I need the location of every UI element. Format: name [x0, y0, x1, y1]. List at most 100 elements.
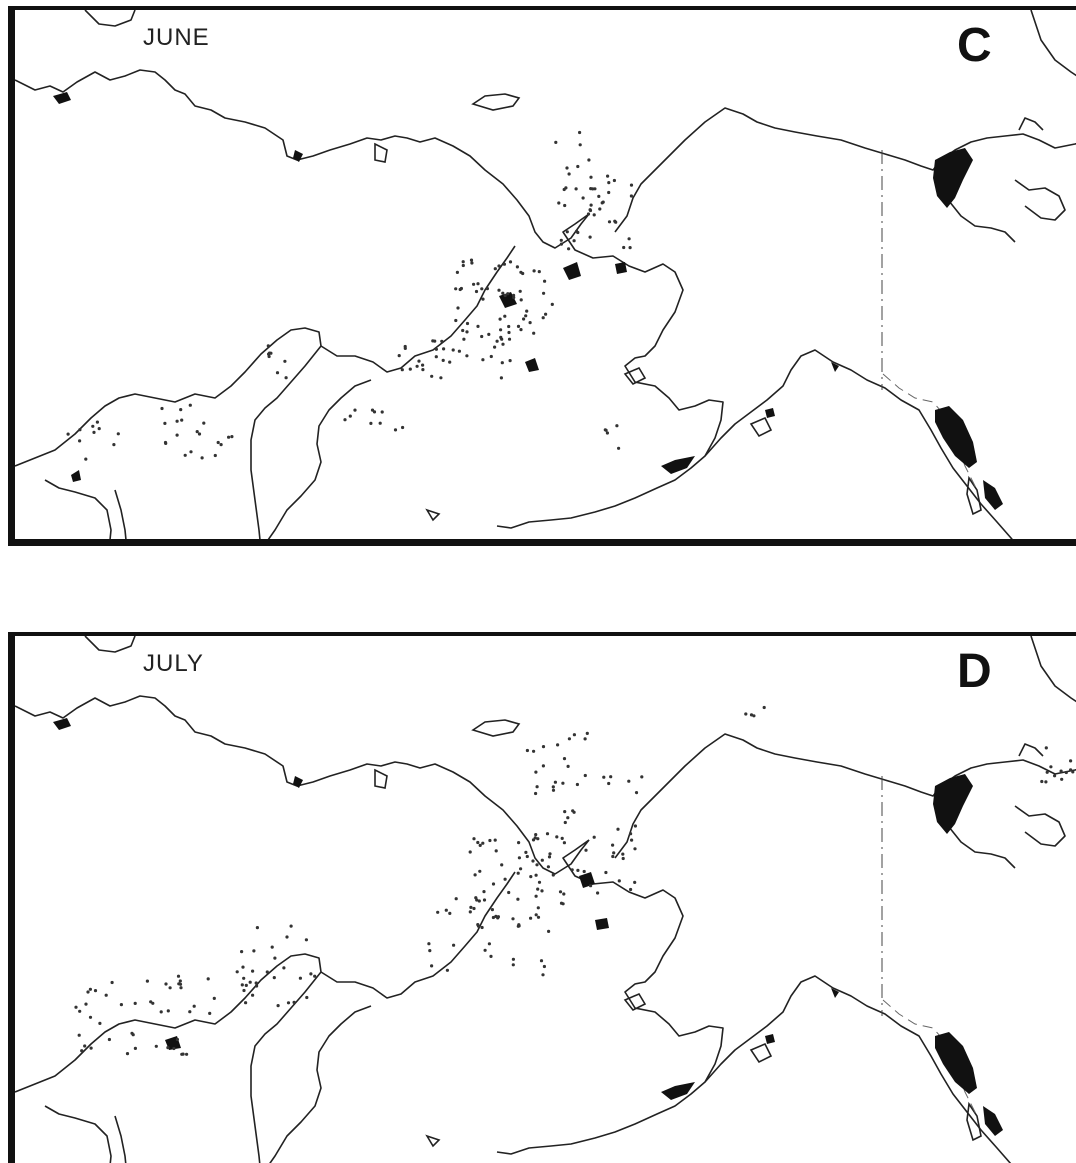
- coastline: [15, 636, 1076, 1163]
- ice-dot: [444, 908, 448, 912]
- ice-dot: [541, 316, 545, 320]
- ice-dot: [563, 810, 567, 814]
- ice-dot: [166, 1009, 170, 1013]
- ice-dot: [556, 743, 560, 747]
- ice-dot: [95, 420, 99, 424]
- ice-dot: [519, 298, 523, 302]
- ice-dot: [517, 923, 521, 927]
- ice-dot: [497, 288, 501, 292]
- ice-dot: [547, 855, 552, 859]
- ice-dot: [112, 443, 116, 447]
- ice-dot: [540, 858, 544, 862]
- ice-dot: [235, 970, 239, 974]
- ice-dot: [629, 183, 634, 187]
- panel-letter: D: [957, 645, 992, 698]
- ice-dot: [80, 1049, 84, 1053]
- ice-dot: [508, 359, 512, 363]
- ice-dot: [611, 854, 615, 859]
- ice-dot: [508, 260, 513, 264]
- map-july: [15, 636, 1076, 1163]
- ice-dot: [609, 775, 613, 779]
- ice-dot: [473, 873, 477, 877]
- ice-dot: [448, 360, 452, 364]
- ice-dot: [180, 1052, 184, 1056]
- ice-dot: [164, 982, 168, 986]
- ice-dot: [175, 1037, 179, 1042]
- ice-dot: [503, 293, 507, 298]
- islands: [374, 719, 982, 1148]
- ice-dot: [544, 312, 548, 316]
- ice-dot: [197, 432, 202, 436]
- ice-dot: [370, 408, 375, 412]
- ice-dot: [465, 354, 469, 358]
- ice-dot: [213, 453, 217, 458]
- ice-dot: [472, 837, 476, 841]
- ice-dot: [562, 757, 567, 761]
- ice-dot: [545, 832, 550, 836]
- ice-dot: [482, 890, 486, 894]
- ice-dot: [468, 850, 472, 854]
- ice-dot: [408, 367, 412, 371]
- ice-dot: [393, 428, 398, 432]
- ice-dot: [512, 295, 516, 300]
- ice-dot: [584, 848, 588, 852]
- ice-dot: [555, 835, 559, 839]
- ice-dot: [551, 785, 555, 789]
- ice-dot: [606, 174, 610, 178]
- ice-dot: [571, 809, 575, 813]
- ice-dot: [267, 354, 271, 359]
- ice-dot: [536, 887, 540, 891]
- ice-dot: [283, 359, 287, 363]
- ice-dot: [501, 291, 505, 295]
- ice-dot: [285, 935, 289, 939]
- ice-dot: [421, 368, 425, 372]
- ice-dot: [585, 731, 589, 735]
- ice-dot: [1044, 746, 1048, 750]
- ice-dot: [255, 926, 259, 930]
- ice-dot: [452, 943, 456, 947]
- ice-dot: [490, 908, 494, 912]
- ice-dot: [515, 265, 519, 269]
- ice-dot: [445, 968, 449, 972]
- ice-dot: [1064, 770, 1068, 775]
- ice-dot: [586, 212, 591, 216]
- ice-dot: [240, 983, 244, 987]
- ice-dot: [539, 959, 544, 963]
- ice-dot: [97, 427, 101, 431]
- ice-dot: [500, 863, 504, 867]
- ice-dot: [428, 949, 432, 953]
- ice-dot: [496, 915, 500, 919]
- ice-dot: [244, 1001, 248, 1005]
- ice-dot: [488, 838, 492, 843]
- ice-dot: [83, 1044, 87, 1048]
- ice-dot: [166, 1046, 170, 1050]
- ice-dot: [440, 339, 444, 343]
- ice-dot: [485, 287, 489, 291]
- ice-dot: [633, 847, 637, 851]
- ice-dot: [180, 418, 184, 422]
- ice-dot: [401, 425, 405, 430]
- ice-dot: [537, 880, 542, 884]
- ice-dot: [343, 418, 347, 422]
- ice-dot: [559, 238, 563, 242]
- ice-dot: [588, 235, 592, 239]
- ice-dot: [607, 181, 611, 185]
- ice-dot: [476, 840, 480, 845]
- ice-dot: [430, 374, 434, 378]
- ice-dot: [219, 443, 223, 447]
- ice-dot: [378, 421, 382, 425]
- ice-dot: [145, 979, 149, 983]
- ice-dot: [91, 424, 95, 428]
- ice-dot: [629, 832, 633, 836]
- ice-dot: [581, 196, 585, 200]
- ice-dot: [516, 324, 521, 328]
- ice-dot: [439, 376, 443, 380]
- ice-dot: [604, 870, 608, 875]
- ice-dot: [565, 166, 569, 170]
- ice-dot: [159, 1010, 163, 1014]
- ice-dot: [516, 897, 520, 901]
- ice-dot: [563, 203, 567, 208]
- ice-dot: [462, 337, 466, 341]
- ice-dot: [491, 882, 496, 886]
- ice-dot: [550, 302, 554, 306]
